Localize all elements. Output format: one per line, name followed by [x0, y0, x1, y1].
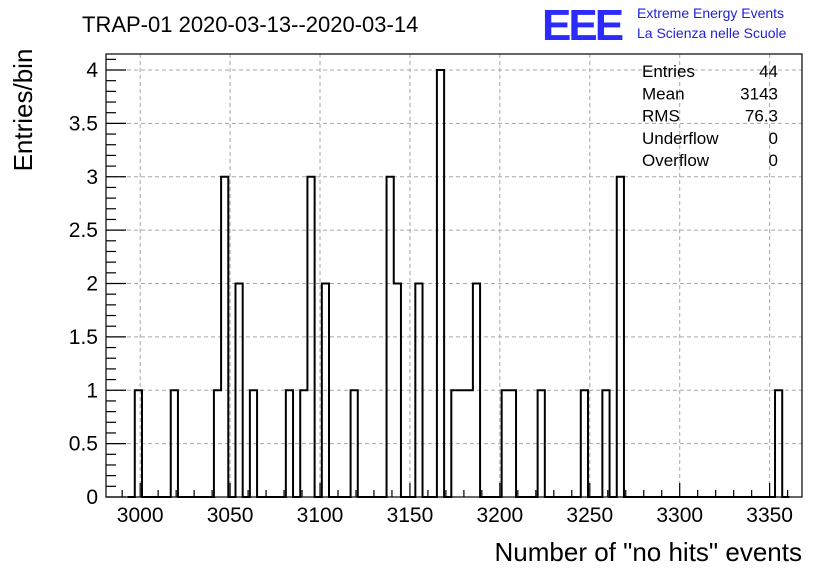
stat-label: RMS	[642, 107, 680, 126]
plot-frame	[105, 53, 803, 498]
chart-title: TRAP-01 2020-03-13--2020-03-14	[82, 12, 418, 37]
logo-mark: EEE	[542, 1, 623, 50]
x-tick-label: 3250	[566, 504, 613, 527]
axis-ticks	[106, 58, 789, 498]
y-axis-label: Entries/bin	[8, 49, 38, 172]
y-tick-label: 0.5	[69, 433, 98, 456]
x-tick-label: 3100	[297, 504, 344, 527]
x-axis-label: Number of "no hits" events	[495, 537, 803, 567]
stat-value: 0	[769, 151, 778, 170]
logo-line-2: La Scienza nelle Scuole	[637, 25, 787, 41]
y-tick-label: 4	[86, 59, 98, 82]
stat-value: 44	[759, 62, 778, 81]
eee-logo: EEE Extreme Energy Events La Scienza nel…	[542, 1, 787, 50]
grid	[106, 54, 802, 498]
x-tick-label: 3350	[746, 504, 793, 527]
x-tick-label: 3050	[207, 504, 254, 527]
stat-value: 0	[769, 129, 778, 148]
y-tick-label: 0	[86, 486, 98, 509]
x-tick-label: 3000	[117, 504, 164, 527]
y-tick-label: 3.5	[69, 112, 98, 135]
stats-box: Entries 44 Mean 3143 RMS 76.3 Underflow 0 Overfl…	[642, 62, 778, 170]
stat-value: 76.3	[745, 107, 778, 126]
y-tick-label: 3	[86, 166, 98, 189]
histogram-outline	[127, 69, 790, 498]
y-tick-label: 1	[86, 379, 98, 402]
stat-label: Mean	[642, 84, 685, 103]
y-tick-label: 2.5	[69, 219, 98, 242]
x-tick-labels: 3000 3050 3100 3150 3200 3250 3300 3350	[117, 504, 793, 527]
y-tick-label: 2	[86, 273, 98, 296]
x-tick-label: 3150	[387, 504, 434, 527]
x-tick-label: 3200	[477, 504, 524, 527]
stat-label: Underflow	[642, 129, 719, 148]
stat-value: 3143	[740, 84, 778, 103]
logo-line-1: Extreme Energy Events	[637, 5, 784, 21]
y-tick-label: 1.5	[69, 326, 98, 349]
x-tick-label: 3300	[656, 504, 703, 527]
y-tick-labels: 0 0.5 1 1.5 2 2.5 3 3.5 4	[69, 59, 99, 509]
stat-label: Overflow	[642, 151, 710, 170]
stat-label: Entries	[642, 62, 695, 81]
